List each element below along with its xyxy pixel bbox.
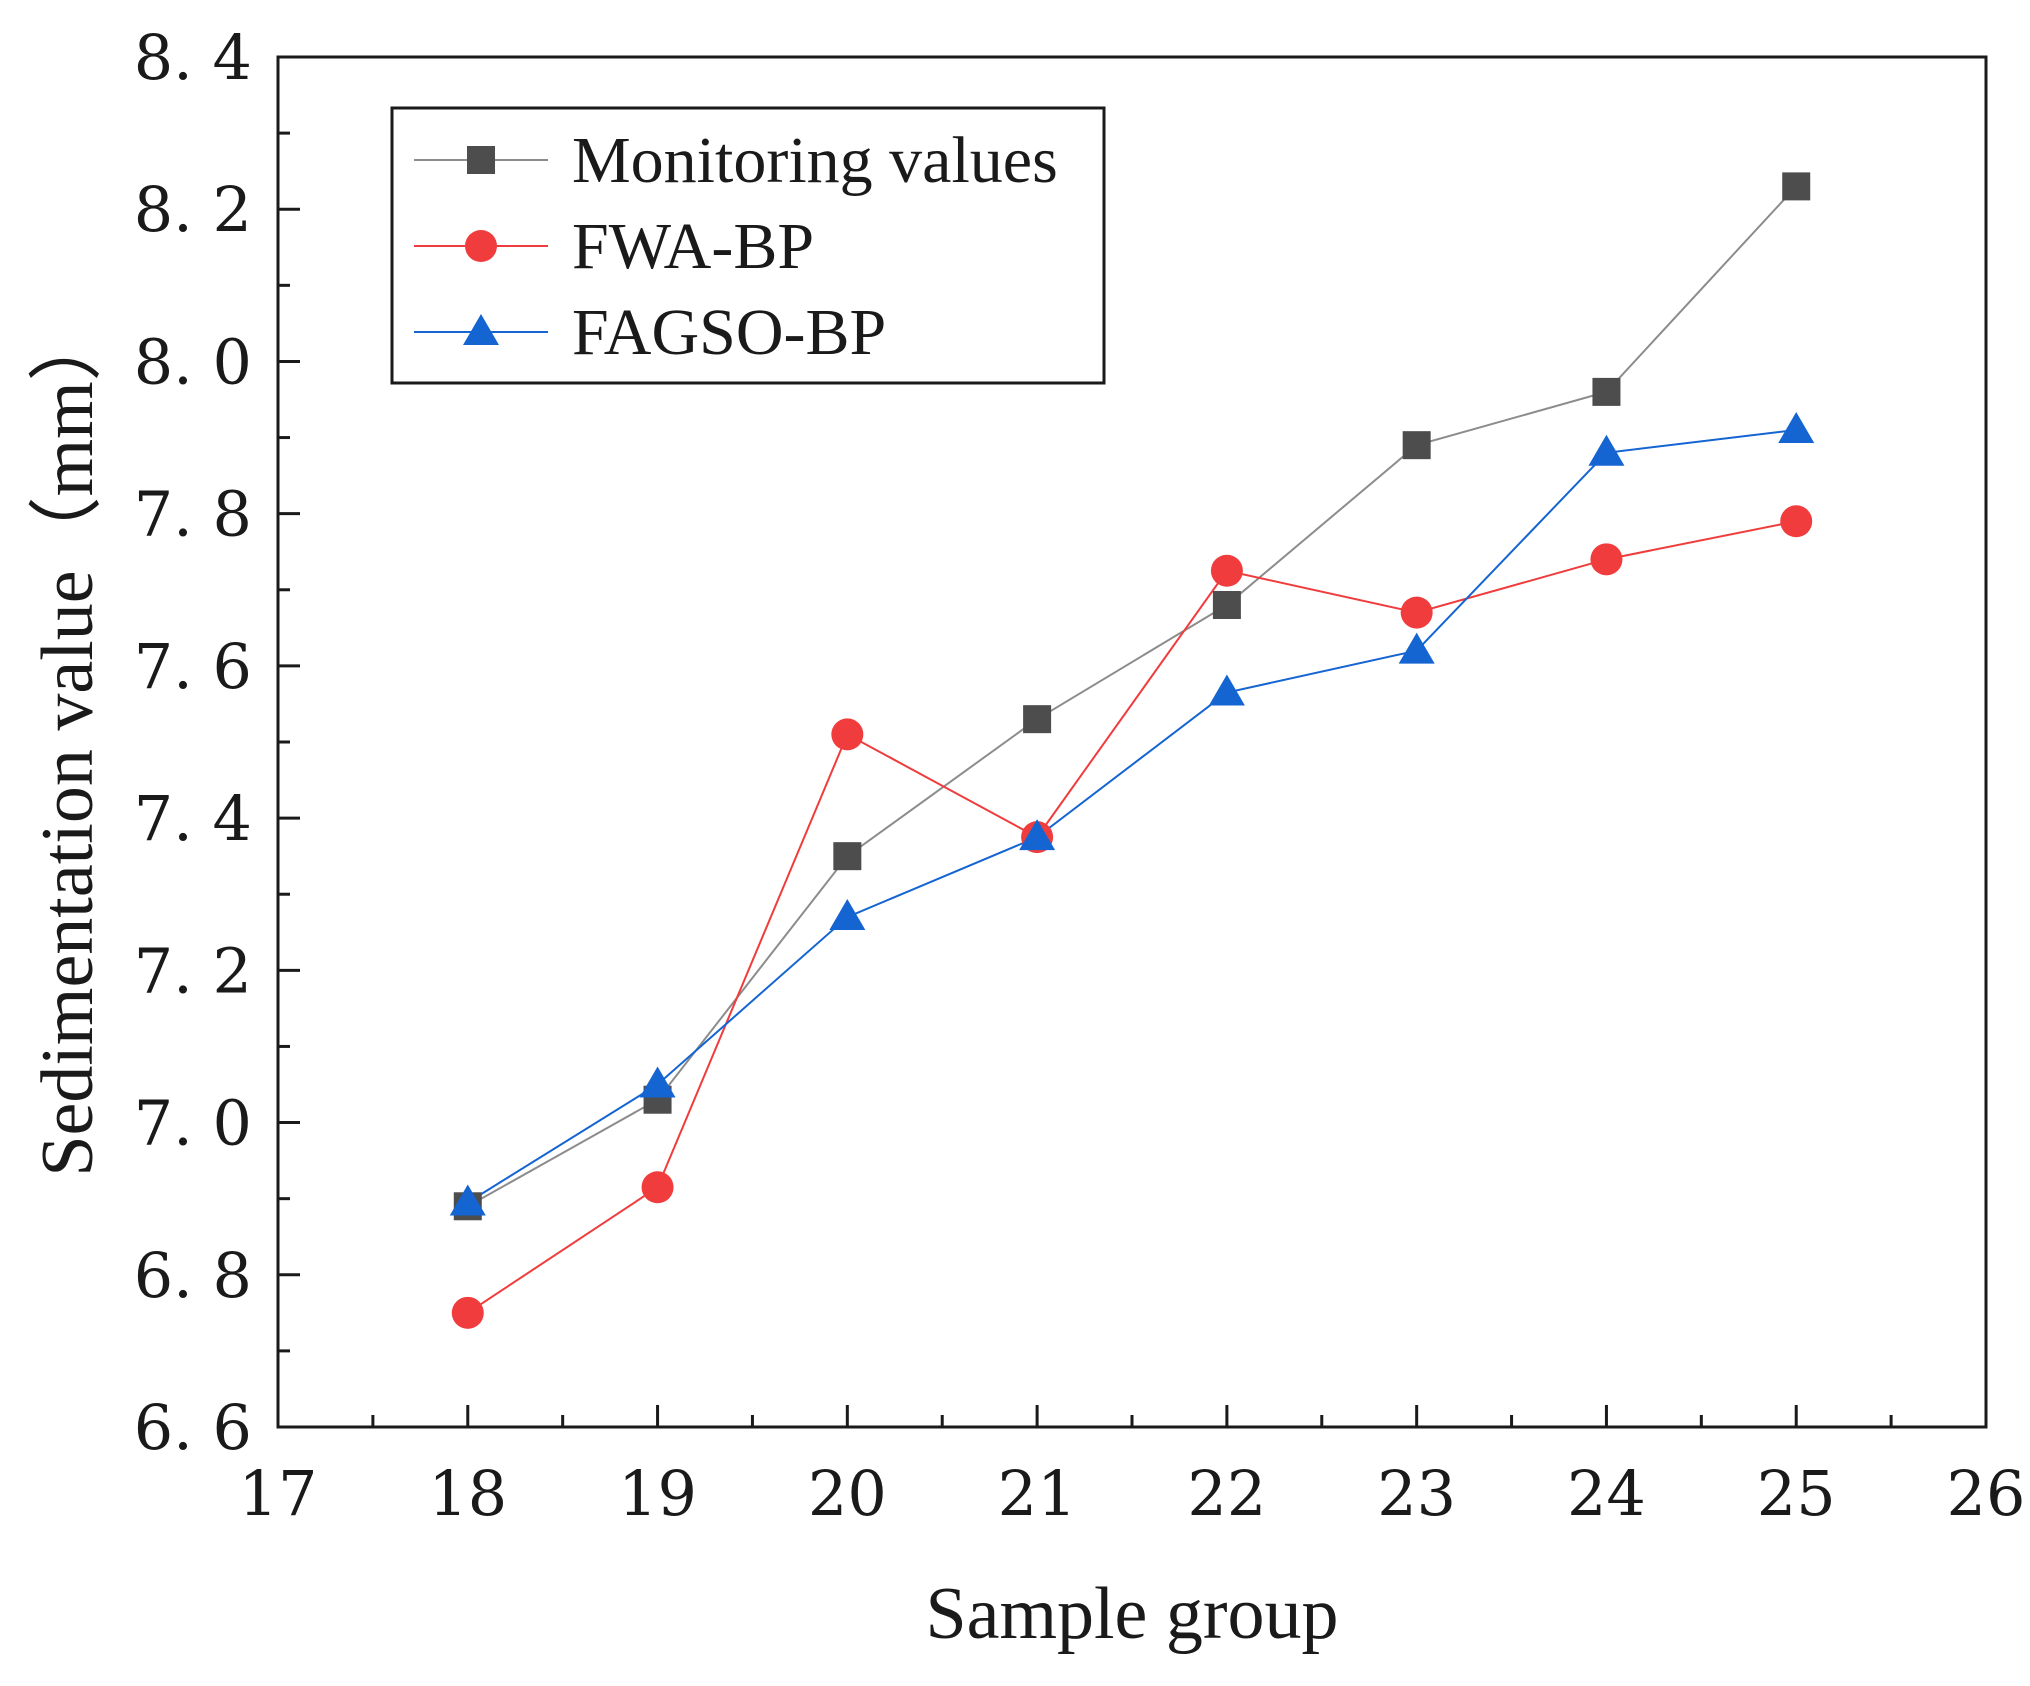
x-tick-label: 25 [1757, 1457, 1836, 1530]
marker-monitoring-values [1782, 172, 1811, 201]
marker-monitoring-values [833, 842, 862, 871]
legend-marker [463, 314, 499, 345]
x-tick-label: 20 [808, 1457, 887, 1530]
marker-fagso-bp [1398, 632, 1435, 664]
x-tick-label: 17 [239, 1457, 318, 1530]
x-tick-label: 22 [1187, 1457, 1266, 1530]
series-lines [467, 185, 1797, 1314]
marker-fwa-bp [1780, 505, 1813, 538]
x-tick-label: 26 [1947, 1457, 2026, 1530]
legend-marker [465, 230, 497, 262]
y-axis-ticks: 6. 6 6. 8 7. 0 7. 2 7. 4 7. 6 7. 8 8. 0 8. 2 8. 4 [134, 21, 300, 1464]
marker-monitoring-values [1402, 431, 1431, 460]
marker-monitoring-values [1592, 377, 1621, 406]
y-tick-label: 7. 2 [134, 934, 252, 1007]
x-tick-label: 24 [1567, 1457, 1646, 1530]
x-tick-label: 21 [998, 1457, 1077, 1530]
y-tick-label: 8. 4 [134, 21, 252, 94]
marker-fagso-bp [1019, 819, 1056, 851]
marker-fagso-bp [639, 1066, 676, 1098]
y-tick-label: 8. 2 [134, 173, 252, 246]
series-markers [449, 172, 1815, 1329]
line-monitoring-values [467, 185, 1797, 1208]
x-axis-ticks: 17 18 19 20 21 22 23 24 25 26 [239, 1405, 2026, 1530]
marker-fagso-bp [829, 899, 866, 931]
line-fwa-bp [467, 520, 1797, 1314]
marker-fagso-bp [1208, 674, 1245, 706]
legend-label: FWA-BP [572, 210, 814, 283]
marker-fwa-bp [451, 1296, 484, 1329]
x-tick-label: 23 [1377, 1457, 1456, 1530]
y-axis-title: Sedimentation value（mm） [27, 307, 109, 1176]
y-tick-label: 6. 6 [134, 1391, 252, 1464]
x-axis-title: Sample group [925, 1573, 1338, 1655]
marker-fwa-bp [641, 1171, 674, 1204]
marker-fwa-bp [831, 718, 864, 751]
y-tick-label: 8. 0 [134, 325, 252, 398]
legend-label: Monitoring values [572, 124, 1058, 197]
legend: Monitoring values FWA-BP FAGSO-BP [390, 106, 1106, 385]
marker-fwa-bp [1400, 596, 1433, 629]
y-tick-label: 6. 8 [134, 1239, 252, 1312]
line-fagso-bp [467, 428, 1797, 1204]
y-tick-label: 7. 8 [134, 478, 252, 551]
marker-monitoring-values [1023, 705, 1052, 734]
marker-fagso-bp [449, 1184, 486, 1216]
marker-fagso-bp [1588, 434, 1625, 466]
marker-fagso-bp [1778, 411, 1815, 443]
legend-marker [467, 146, 495, 174]
x-tick-label: 19 [618, 1457, 697, 1530]
x-tick-label: 18 [428, 1457, 507, 1530]
legend-label: FAGSO-BP [572, 296, 886, 369]
marker-monitoring-values [1212, 591, 1241, 619]
marker-fwa-bp [1590, 543, 1623, 576]
y-tick-label: 7. 6 [134, 630, 252, 703]
y-tick-label: 7. 4 [134, 782, 252, 855]
marker-fwa-bp [1210, 554, 1243, 587]
y-tick-label: 7. 0 [134, 1087, 252, 1160]
